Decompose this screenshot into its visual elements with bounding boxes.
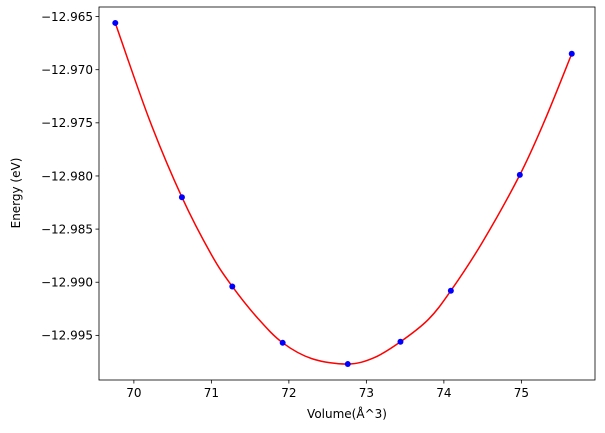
- data-point-3: [229, 283, 236, 290]
- plot-frame: [98, 6, 596, 381]
- fit-curve-line: [114, 22, 573, 365]
- x-tick-label: 74: [436, 386, 451, 400]
- data-point-9: [568, 50, 575, 57]
- x-tick-label: 72: [281, 386, 296, 400]
- y-tick-label: −12.975: [41, 116, 93, 130]
- data-points-layer: [112, 19, 575, 368]
- x-tick-label: 71: [204, 386, 219, 400]
- x-tick-label: 75: [514, 386, 529, 400]
- data-point-8: [516, 171, 523, 178]
- data-point-7: [447, 287, 454, 294]
- data-point-6: [397, 338, 404, 345]
- x-axis-label: Volume(Å^3): [307, 406, 387, 421]
- x-axis-ticks: 70 71 72 73 74 75: [126, 380, 529, 400]
- x-tick-label: 73: [359, 386, 374, 400]
- y-tick-label: −12.995: [41, 329, 93, 343]
- data-point-5: [344, 361, 351, 368]
- y-tick-label: −12.970: [41, 63, 93, 77]
- x-tick-label: 70: [126, 386, 141, 400]
- y-axis-ticks: −12.965 −12.970 −12.975 −12.980 −12.985 −12.9…: [41, 10, 99, 343]
- data-point-1: [112, 19, 119, 26]
- fit-curve-layer: [114, 22, 573, 365]
- y-tick-label: −12.980: [41, 169, 93, 183]
- data-point-2: [178, 194, 185, 201]
- y-tick-label: −12.985: [41, 222, 93, 236]
- y-axis-label: Energy (eV): [9, 158, 23, 229]
- y-tick-label: −12.965: [41, 10, 93, 24]
- y-tick-label: −12.990: [41, 276, 93, 290]
- plot-area: [99, 7, 595, 380]
- data-point-4: [279, 339, 286, 346]
